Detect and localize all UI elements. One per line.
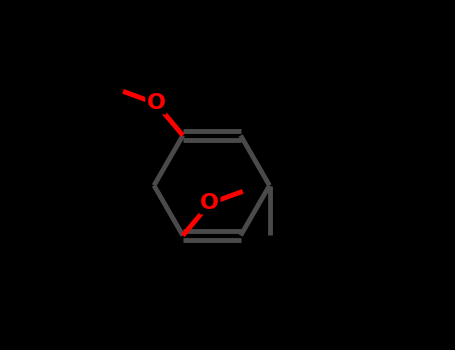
Text: O: O [200, 193, 219, 214]
Text: O: O [147, 93, 165, 113]
